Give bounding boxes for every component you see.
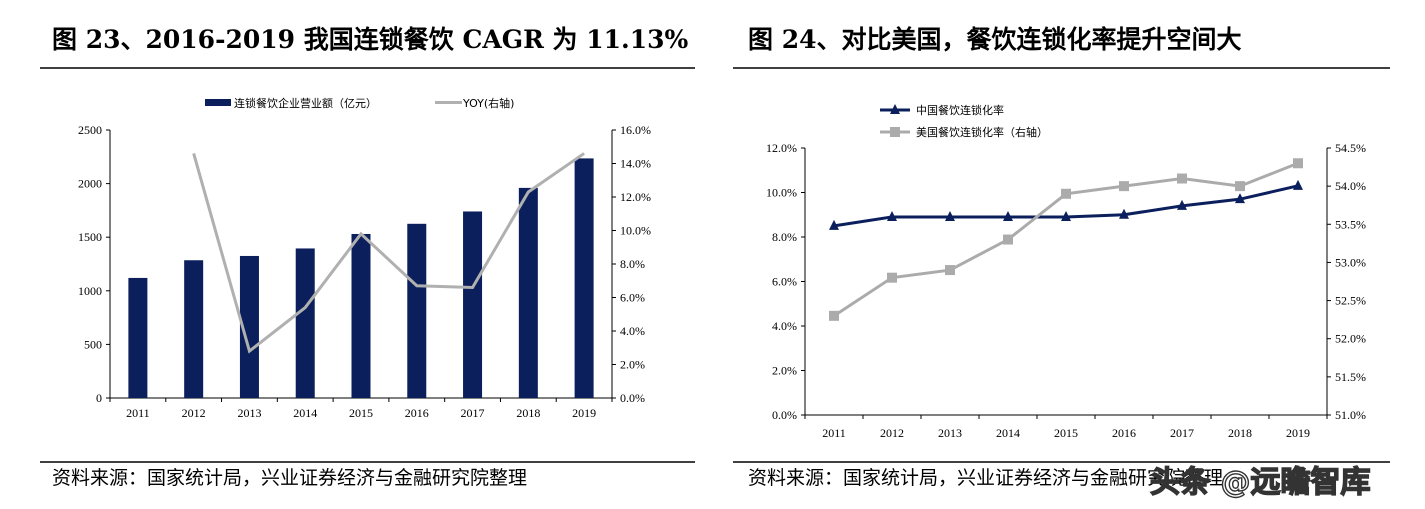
bar [128, 277, 148, 398]
right-tick-label: 52.0% [1335, 332, 1366, 346]
data-point-triangle [1177, 199, 1187, 210]
chart-2: 图 24、对比美国，餐饮连锁化率提升空间大资料来源：国家统计局，兴业证券经济与金… [733, 25, 1390, 489]
legend-label: 美国餐饮连锁化率（右轴） [916, 125, 1048, 139]
chart-title: 图 24、对比美国，餐饮连锁化率提升空间大 [748, 25, 1242, 54]
legend-swatch-bar [205, 99, 231, 106]
left-tick-label: 10.0% [766, 186, 797, 200]
left-tick-label: 0.0% [772, 408, 797, 422]
bar [407, 223, 427, 398]
left-tick-label: 8.0% [772, 230, 797, 244]
data-point-triangle [1003, 210, 1013, 221]
chart-title: 图 23、2016-2019 我国连锁餐饮 CAGR 为 11.13% [52, 25, 689, 54]
watermark: 头条 @远瞻智库 [1150, 465, 1370, 500]
x-tick-label: 2015 [1054, 426, 1078, 440]
x-tick-label: 2019 [1286, 426, 1310, 440]
bar [184, 260, 204, 398]
right-tick-label: 53.0% [1335, 255, 1366, 269]
right-tick-label: 10.0% [620, 224, 651, 238]
right-tick-label: 4.0% [620, 324, 645, 338]
data-point-triangle [945, 210, 955, 221]
data-point-triangle [1061, 210, 1071, 221]
bar [574, 158, 594, 398]
x-tick-label: 2013 [237, 406, 261, 420]
data-point-triangle [1293, 179, 1303, 190]
left-tick-label: 500 [84, 337, 102, 351]
x-tick-label: 2013 [938, 426, 962, 440]
left-tick-label: 2500 [78, 123, 102, 137]
right-tick-label: 0.0% [620, 391, 645, 405]
data-point-square [829, 310, 839, 321]
data-point-square [887, 272, 897, 283]
legend-square-icon [890, 127, 900, 137]
bar [239, 255, 259, 398]
legend-label: 中国餐饮连锁化率 [916, 103, 1004, 117]
data-point-square [1061, 188, 1071, 199]
right-tick-label: 52.5% [1335, 294, 1366, 308]
legend-label: 连锁餐饮企业营业额（亿元） [234, 96, 377, 110]
right-tick-label: 12.0% [620, 190, 651, 204]
x-tick-label: 2019 [572, 406, 596, 420]
data-point-square [1293, 158, 1303, 169]
source-note: 资料来源：国家统计局，兴业证券经济与金融研究院整理 [52, 467, 527, 489]
data-point-triangle [829, 219, 839, 230]
right-tick-label: 14.0% [620, 157, 651, 171]
data-point-square [1119, 181, 1129, 192]
chart-1: 图 23、2016-2019 我国连锁餐饮 CAGR 为 11.13% 资料来源：… [40, 25, 695, 489]
x-tick-label: 2017 [1170, 426, 1194, 440]
bar [518, 187, 538, 398]
left-tick-label: 1000 [78, 284, 102, 298]
x-tick-label: 2012 [880, 426, 904, 440]
bar [463, 211, 483, 398]
source-note: 资料来源：国家统计局，兴业证券经济与金融研究院整理 [748, 467, 1223, 489]
x-tick-label: 2014 [293, 406, 317, 420]
right-tick-label: 16.0% [620, 123, 651, 137]
data-point-square [1003, 234, 1013, 245]
data-point-triangle [887, 210, 897, 221]
x-tick-label: 2014 [996, 426, 1020, 440]
legend-triangle-icon [890, 104, 900, 114]
x-tick-label: 2018 [516, 406, 540, 420]
left-tick-label: 12.0% [766, 141, 797, 155]
series-line [192, 152, 585, 354]
data-point-square [1235, 181, 1245, 192]
right-tick-label: 54.0% [1335, 179, 1366, 193]
right-tick-label: 2.0% [620, 358, 645, 372]
right-tick-label: 51.0% [1335, 408, 1366, 422]
x-tick-label: 2015 [349, 406, 373, 420]
left-tick-label: 4.0% [772, 319, 797, 333]
data-point-square [945, 265, 955, 276]
left-tick-label: 1500 [78, 230, 102, 244]
data-point-square [1177, 173, 1187, 184]
x-tick-label: 2011 [126, 406, 150, 420]
right-tick-label: 6.0% [620, 291, 645, 305]
x-tick-label: 2017 [461, 406, 485, 420]
right-tick-label: 51.5% [1335, 370, 1366, 384]
right-tick-label: 8.0% [620, 257, 645, 271]
data-point-triangle [1235, 193, 1245, 204]
x-tick-label: 2018 [1228, 426, 1252, 440]
bar [295, 248, 315, 398]
series-line [833, 161, 1299, 318]
left-tick-label: 6.0% [772, 275, 797, 289]
left-tick-label: 0 [96, 391, 102, 405]
x-tick-label: 2016 [1112, 426, 1136, 440]
left-tick-label: 2000 [78, 177, 102, 191]
data-point-triangle [1119, 208, 1129, 219]
left-tick-label: 2.0% [772, 364, 797, 378]
right-tick-label: 53.5% [1335, 217, 1366, 231]
right-tick-label: 54.5% [1335, 141, 1366, 155]
x-tick-label: 2016 [405, 406, 429, 420]
bar [351, 233, 371, 398]
x-tick-label: 2011 [822, 426, 846, 440]
legend-label: YOY(右轴) [462, 96, 514, 110]
x-tick-label: 2012 [182, 406, 206, 420]
